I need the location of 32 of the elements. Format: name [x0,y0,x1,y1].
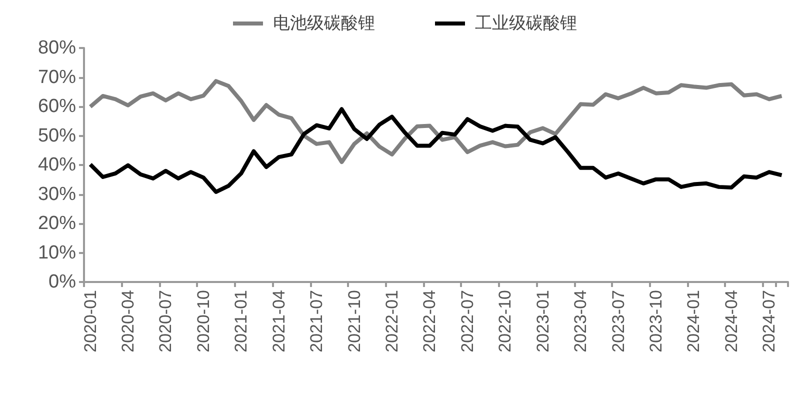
x-tick-label: 2024-01 [684,290,704,352]
y-tick-label: 30% [38,184,76,205]
y-tick-label: 60% [38,96,76,117]
x-tick-label: 2020-04 [118,290,138,352]
y-tick-label: 40% [38,154,76,176]
line-series [88,107,784,194]
x-tick-label: 2023-07 [608,290,628,352]
x-tick-label: 2022-10 [496,290,515,352]
x-tick-label: 2023-10 [646,290,666,352]
x-tick-label: 2022-04 [420,290,440,352]
y-tick-label: 50% [38,125,76,146]
x-tick-label: 2021-07 [307,290,326,352]
x-tick-label: 2023-04 [571,290,590,352]
x-tick-label: 2021-01 [232,290,251,352]
x-tick-label: 2022-01 [382,290,402,352]
x-tick-label: 2023-01 [533,290,552,352]
x-tick-label: 2024-04 [722,290,741,352]
line-series [88,79,784,164]
y-tick-label: 0% [48,272,76,292]
x-tick-label: 2024-07 [760,290,779,352]
legend-label: 工业级碳酸锂 [475,14,577,34]
x-tick-label: 2020-01 [80,290,100,352]
x-tick-label: 2021-10 [344,290,364,352]
y-tick-label: 10% [38,242,76,264]
x-tick-label: 2020-07 [156,290,176,352]
y-tick-label: 20% [38,213,76,234]
legend-label: 电池级碳酸锂 [273,14,375,34]
y-tick-label: 70% [38,66,76,88]
x-tick-label: 2021-04 [269,290,288,352]
y-tick-label: 80% [38,38,76,58]
x-tick-label: 2020-10 [194,290,213,352]
x-tick-label: 2022-07 [458,290,477,352]
